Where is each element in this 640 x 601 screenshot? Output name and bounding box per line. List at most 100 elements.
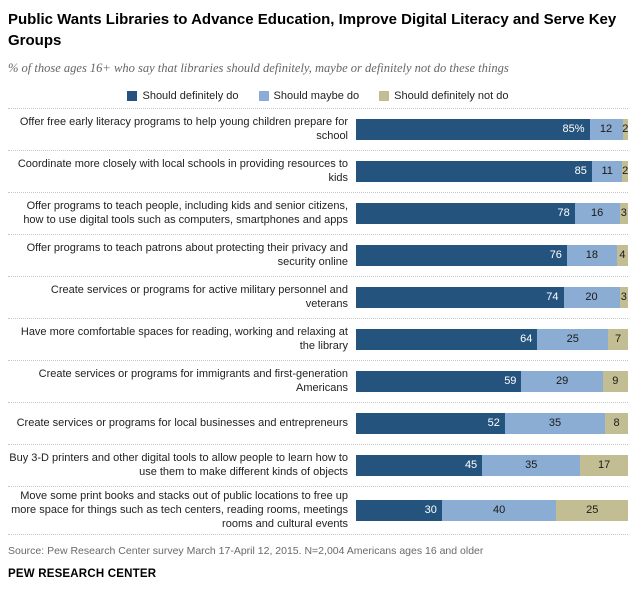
bar-segment-definitely-not: 3	[619, 202, 628, 224]
legend-label: Should maybe do	[273, 89, 360, 102]
bar-label: Move some print books and stacks out of …	[11, 489, 348, 531]
bar-segment-definitely: 78	[356, 202, 575, 224]
bar-label: Create services or programs for local bu…	[16, 416, 348, 429]
bar-segment-definitely: 30	[356, 499, 442, 521]
chart-row: Create services or programs for active m…	[8, 277, 628, 319]
stacked-bar: 78 16 3	[356, 202, 628, 224]
chart-legend: Should definitely do Should maybe do Sho…	[8, 90, 628, 102]
bar-segment-definitely: 64	[356, 328, 538, 350]
legend-swatch-definitely	[127, 90, 138, 101]
bar-value: 85%	[562, 123, 585, 136]
bar-segment-definitely: 76	[356, 244, 567, 266]
bar-segment-maybe: 40	[441, 499, 557, 521]
bar-segment-definitely: 59	[356, 370, 522, 392]
legend-label: Should definitely not do	[394, 89, 509, 102]
bar-segment-definitely-not: 4	[616, 244, 628, 266]
bar-value: 59	[504, 375, 517, 388]
bar-segment-maybe: 35	[504, 412, 606, 434]
bar-value: 18	[585, 249, 599, 262]
bar-label: Buy 3-D printers and other digital tools…	[9, 451, 348, 479]
chart-row: Offer free early literacy programs to he…	[8, 109, 628, 151]
bar-segment-definitely-not: 7	[608, 328, 628, 350]
bar-value: 64	[520, 333, 533, 346]
chart-rows: Offer free early literacy programs to he…	[8, 107, 628, 535]
bar-segment-definitely-not: 17	[580, 454, 628, 476]
bar-value: 17	[598, 459, 611, 472]
bar-value: 30	[424, 504, 437, 517]
bar-value: 3	[620, 291, 627, 304]
stacked-bar: 85% 12 2	[356, 118, 629, 140]
bar-segment-definitely: 85	[356, 160, 592, 182]
bar-value: 25	[566, 333, 579, 346]
bar-segment-maybe: 18	[566, 244, 617, 266]
bar-value: 16	[591, 207, 604, 220]
source-note: Source: Pew Research Center survey March…	[8, 544, 484, 557]
bar-segment-maybe: 16	[574, 202, 620, 224]
bar-segment-maybe: 20	[563, 286, 620, 308]
bar-segment-definitely: 45	[356, 454, 483, 476]
bar-label: Offer free early literacy programs to he…	[19, 115, 348, 143]
bar-segment-maybe: 11	[591, 160, 623, 182]
chart-subtitle: % of those ages 16+ who say that librari…	[8, 61, 509, 76]
bar-value: 35	[548, 417, 562, 430]
bar-value: 7	[615, 333, 622, 346]
stacked-bar: 74 20 3	[356, 286, 628, 308]
bar-label: Coordinate more closely with local schoo…	[17, 157, 348, 185]
stacked-bar: 64 25 7	[356, 328, 628, 350]
bar-value: 8	[613, 417, 620, 430]
bar-segment-maybe: 25	[537, 328, 609, 350]
bar-value: 9	[612, 375, 619, 388]
bar-value: 29	[555, 375, 569, 388]
chart-row: Create services or programs for immigran…	[8, 361, 628, 403]
chart-title: Public Wants Libraries to Advance Educat…	[8, 11, 617, 49]
bar-segment-definitely-not: 8	[605, 412, 628, 434]
bar-value: 78	[557, 207, 570, 220]
bar-segment-definitely-not: 9	[602, 370, 628, 392]
bar-value: 20	[585, 291, 598, 304]
bar-value: 2	[622, 165, 629, 178]
chart-row: Offer programs to teach patrons about pr…	[8, 235, 628, 277]
legend-swatch-maybe	[258, 90, 269, 101]
bar-value: 2	[622, 123, 629, 136]
legend-item-definitely: Should definitely do	[127, 89, 239, 102]
bar-value: 74	[546, 291, 559, 304]
chart-page: Public Wants Libraries to Advance Educat…	[8, 11, 628, 580]
stacked-bar: 30 40 25	[356, 499, 628, 521]
bar-value: 11	[601, 165, 613, 178]
chart-row: Coordinate more closely with local schoo…	[8, 151, 628, 193]
bar-segment-definitely-not: 25	[556, 499, 628, 521]
bar-value: 12	[599, 123, 613, 136]
bar-value: 3	[620, 207, 627, 220]
bar-value: 4	[619, 249, 626, 262]
bar-segment-definitely: 52	[356, 412, 505, 434]
stacked-bar: 59 29 9	[356, 370, 628, 392]
bar-value: 25	[586, 504, 599, 517]
stacked-bar: 45 35 17	[356, 454, 628, 476]
bar-segment-definitely-not: 3	[619, 286, 628, 308]
legend-item-maybe: Should maybe do	[258, 89, 360, 102]
legend-label: Should definitely do	[142, 89, 239, 102]
chart-row: Offer programs to teach people, includin…	[8, 193, 628, 235]
stacked-bar: 85 11 2	[356, 160, 629, 182]
bar-label: Offer programs to teach patrons about pr…	[26, 241, 348, 269]
bar-label: Have more comfortable spaces for reading…	[20, 325, 348, 353]
bar-label: Create services or programs for immigran…	[38, 367, 348, 395]
bar-value: 85	[574, 165, 587, 178]
bar-segment-definitely: 74	[356, 286, 564, 308]
legend-item-definitely-not: Should definitely not do	[379, 89, 509, 102]
bar-segment-definitely-not: 2	[622, 118, 629, 140]
bar-value: 76	[549, 249, 562, 262]
bar-label: Create services or programs for active m…	[50, 283, 348, 311]
bar-segment-maybe: 35	[482, 454, 581, 476]
bar-value: 45	[464, 459, 478, 472]
bar-value: 52	[487, 417, 500, 430]
bar-segment-definitely-not: 2	[622, 160, 629, 182]
footer-brand: PEW RESEARCH CENTER	[8, 567, 157, 580]
legend-swatch-definitely-not	[379, 90, 390, 101]
bar-segment-maybe: 12	[589, 118, 623, 140]
stacked-bar: 52 35 8	[356, 412, 628, 434]
bar-segment-maybe: 29	[521, 370, 603, 392]
chart-row: Have more comfortable spaces for reading…	[8, 319, 628, 361]
bar-segment-definitely: 85%	[356, 118, 590, 140]
bar-label: Offer programs to teach people, includin…	[23, 199, 348, 227]
